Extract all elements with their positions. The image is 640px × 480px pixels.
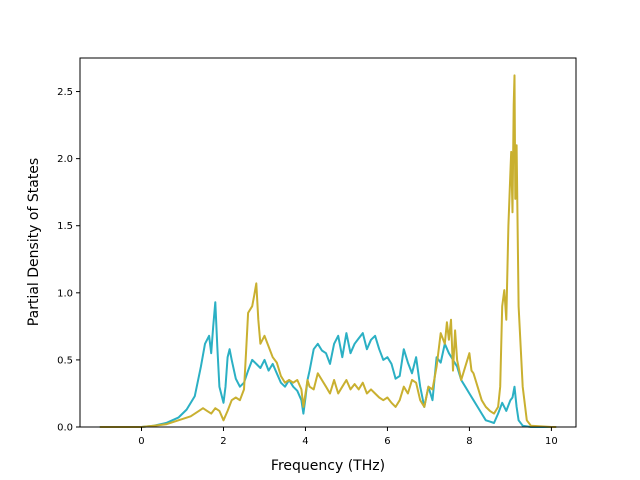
y-tick-label: 0.0 xyxy=(57,423,73,434)
series-layer xyxy=(99,74,557,428)
x-tick-label: 10 xyxy=(545,436,558,447)
y-tick-label: 1.0 xyxy=(57,288,73,299)
x-axis-ticks: 0 2 4 6 8 10 xyxy=(138,427,558,447)
y-axis-ticks: 0.0 0.5 1.0 1.5 2.0 2.5 xyxy=(57,87,80,434)
y-axis-label: Partial Density of States xyxy=(26,158,42,326)
series-line-1 xyxy=(99,301,557,428)
y-tick-label: 1.5 xyxy=(57,221,73,232)
x-axis-label: Frequency (THz) xyxy=(271,458,385,474)
y-tick-label: 2.0 xyxy=(57,154,73,165)
y-tick-label: 0.5 xyxy=(57,355,73,366)
x-tick-label: 6 xyxy=(384,436,390,447)
y-tick-label: 2.5 xyxy=(57,87,73,98)
x-tick-label: 8 xyxy=(466,436,472,447)
plot-frame xyxy=(79,57,577,428)
x-tick-label: 2 xyxy=(220,436,226,447)
x-tick-label: 4 xyxy=(302,436,308,447)
series-line-2 xyxy=(99,74,557,428)
x-tick-label: 0 xyxy=(138,436,144,447)
